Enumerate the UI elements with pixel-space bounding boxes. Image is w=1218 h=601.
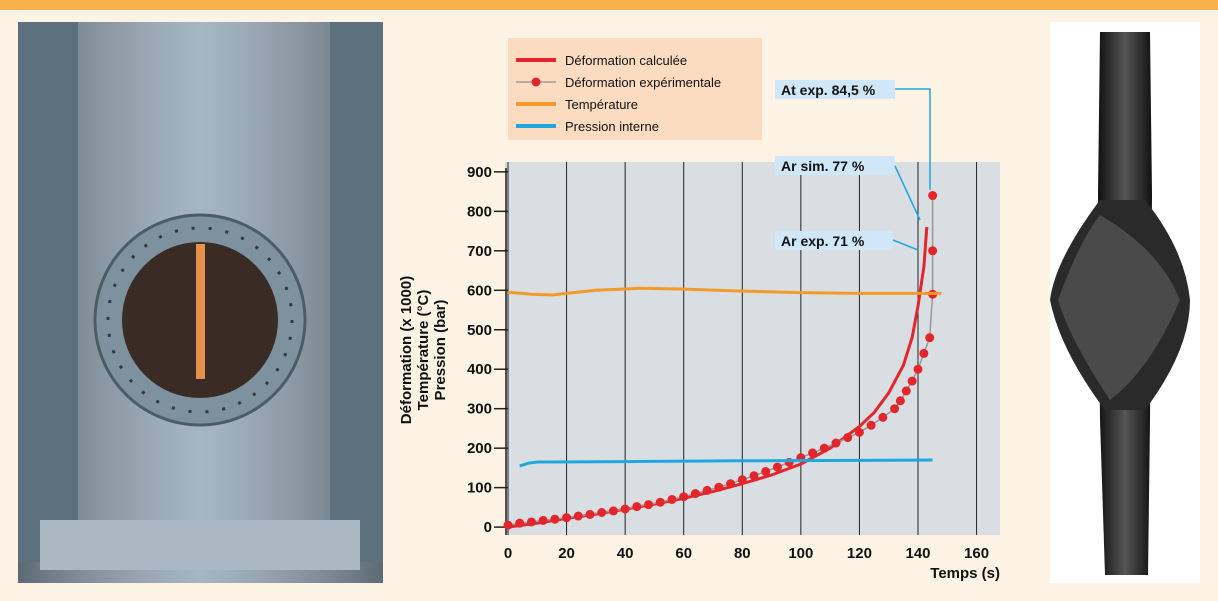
x-tick-label: 100 [788, 545, 813, 562]
data-point [854, 427, 864, 437]
y-tick-label: 600 [467, 282, 492, 299]
x-tick-label: 60 [675, 545, 692, 562]
data-point [655, 497, 665, 507]
data-point [690, 489, 700, 499]
x-tick-label: 0 [504, 545, 512, 562]
y-tick-label: 900 [467, 164, 492, 181]
data-point [679, 492, 689, 502]
data-point [919, 348, 929, 358]
data-point [620, 504, 630, 514]
x-tick-label: 20 [558, 545, 575, 562]
data-point [925, 333, 935, 343]
data-point [526, 517, 536, 527]
data-point [928, 191, 938, 201]
data-point [585, 509, 595, 519]
x-label: Temps (s) [930, 565, 1000, 582]
annotation-box [775, 156, 895, 175]
x-tick-label: 80 [734, 545, 751, 562]
y-label: Température (°C) [415, 290, 432, 411]
annotation: Ar exp. 71 % [781, 233, 865, 249]
vessel-photo [18, 22, 383, 583]
tube-photo [1050, 22, 1200, 583]
annotation-box [775, 231, 893, 250]
x-tick-label: 40 [617, 545, 634, 562]
annotation: Ar sim. 77 % [781, 158, 865, 174]
x-tick-label: 140 [905, 545, 930, 562]
y-tick-label: 0 [484, 519, 492, 536]
data-point [907, 376, 917, 386]
x-tick-label: 160 [964, 545, 989, 562]
top-strip [0, 0, 1218, 10]
legend-label: Pression interne [565, 119, 659, 134]
data-point [819, 443, 829, 453]
data-point [597, 508, 607, 518]
legend-label: Température [565, 97, 638, 112]
data-point [573, 511, 583, 521]
data-point [772, 462, 782, 472]
data-point [714, 482, 724, 492]
y-label: Déformation (x 1000) [398, 276, 415, 424]
data-point [737, 475, 747, 485]
legend-marker [531, 77, 541, 87]
annotation-arrow [895, 88, 931, 190]
y-label: Pression (bar) [432, 300, 449, 401]
data-point [890, 404, 900, 414]
data-point [761, 466, 771, 476]
data-point [644, 500, 654, 510]
annotation-arrow [894, 165, 921, 221]
data-point [562, 513, 572, 523]
annotation: At exp. 84,5 % [781, 82, 876, 98]
y-tick-label: 500 [467, 322, 492, 339]
legend-label: Déformation expérimentale [565, 75, 721, 90]
data-point [515, 518, 525, 528]
y-tick-label: 100 [467, 480, 492, 497]
annotation-box [775, 80, 895, 99]
data-point [895, 396, 905, 406]
data-point [538, 515, 548, 525]
data-point [749, 471, 759, 481]
y-tick-label: 700 [467, 243, 492, 260]
data-point [608, 506, 618, 516]
legend-label: Déformation calculée [565, 53, 687, 68]
y-tick-label: 200 [467, 440, 492, 457]
data-point [901, 386, 911, 396]
data-point [928, 246, 938, 256]
data-point [632, 502, 642, 512]
series-line [507, 286, 942, 297]
data-point [503, 520, 513, 530]
data-point [913, 364, 923, 374]
legend-box [508, 38, 762, 140]
x-tick-label: 120 [847, 545, 872, 562]
annotation-arrow [892, 239, 919, 251]
data-point [831, 438, 841, 448]
data-point [808, 448, 818, 458]
data-point [702, 485, 712, 495]
y-tick-label: 800 [467, 203, 492, 220]
data-point [878, 412, 888, 422]
data-point [866, 420, 876, 430]
data-point [550, 514, 560, 524]
data-point [726, 479, 736, 489]
y-tick-label: 400 [467, 361, 492, 378]
data-point [667, 494, 677, 504]
y-tick-label: 300 [467, 401, 492, 418]
series-line [519, 458, 933, 468]
data-point [843, 433, 853, 443]
